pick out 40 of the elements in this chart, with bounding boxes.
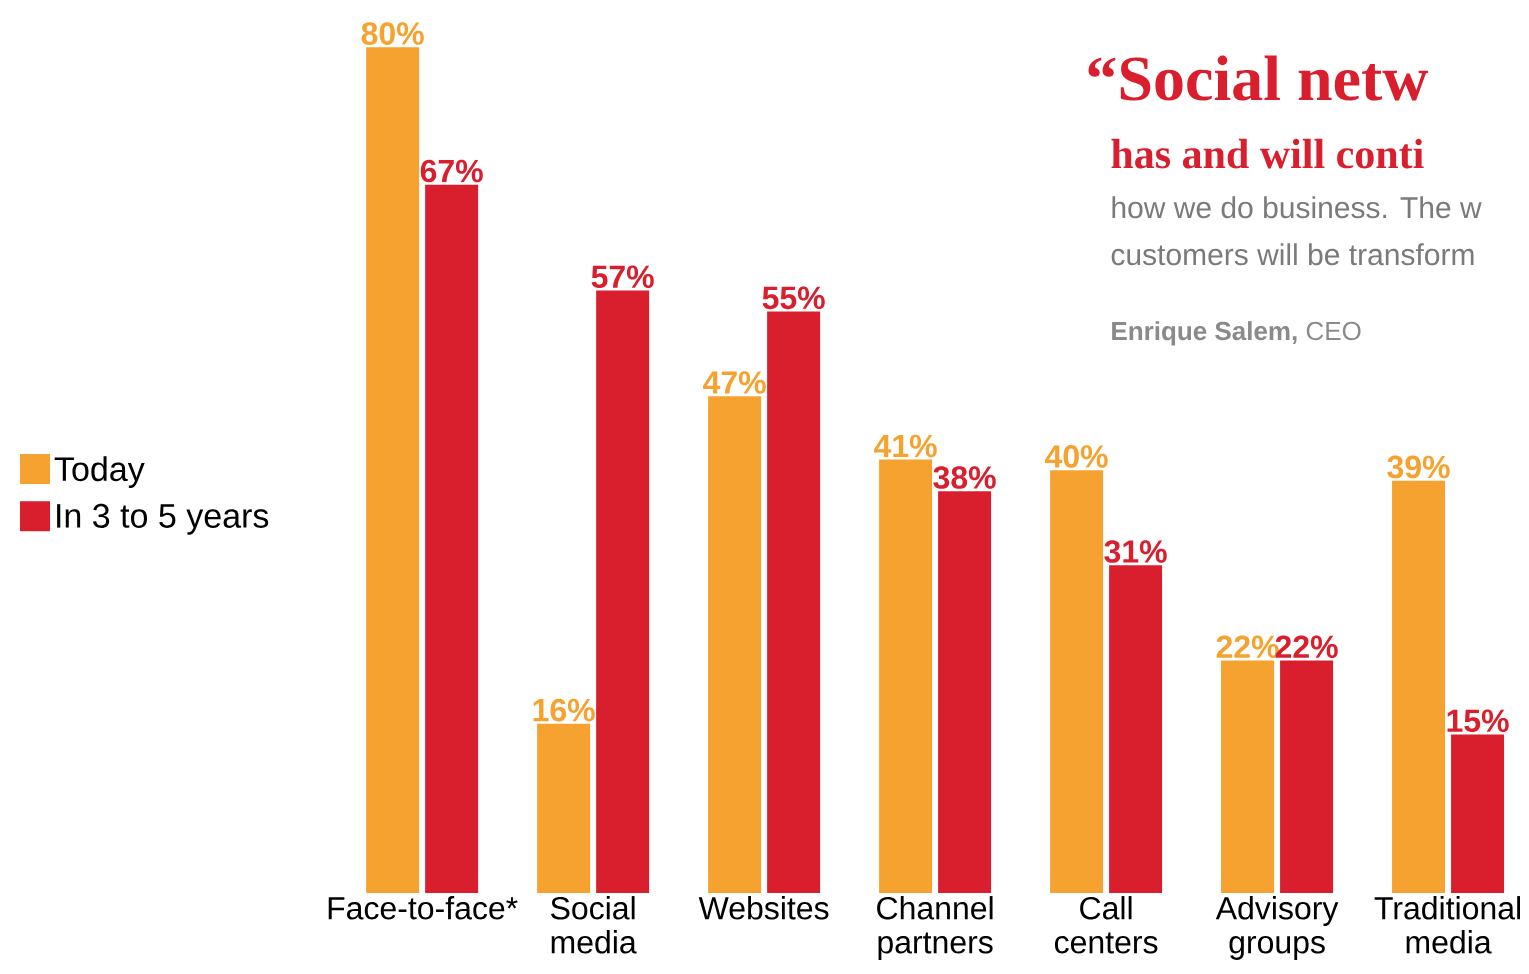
bar — [879, 459, 933, 893]
data-label: 47% — [703, 371, 766, 394]
x-tick-label: Websites — [698, 896, 829, 920]
data-label: 38% — [933, 466, 996, 489]
data-label: 31% — [1104, 540, 1167, 563]
annotation: “Social netw — [1088, 55, 1429, 101]
annotation: how we do business. The w — [1112, 196, 1482, 219]
data-label: 40% — [1045, 445, 1108, 468]
x-tick-label: Face-to-face* — [328, 896, 518, 920]
legend-label: Today — [54, 456, 145, 488]
data-label: 41% — [874, 434, 937, 458]
x-tick-label: Social media — [551, 896, 637, 954]
bar — [1050, 470, 1104, 893]
bar — [938, 491, 992, 893]
data-label: 39% — [1387, 455, 1450, 479]
data-label: 16% — [533, 698, 595, 722]
bar — [537, 723, 591, 893]
bar — [1280, 660, 1334, 893]
data-label: 67% — [420, 159, 483, 183]
x-tick-label: Call centers — [1054, 896, 1158, 954]
bar — [596, 290, 650, 893]
x-tick-label: Channel partners — [877, 896, 993, 960]
bar — [366, 47, 420, 893]
annotation: has and will conti — [1111, 138, 1424, 169]
bar — [1451, 734, 1505, 893]
data-label: 80% — [361, 22, 424, 45]
data-label: 55% — [762, 286, 825, 310]
bar — [1221, 660, 1275, 893]
x-tick-label: Advisory groups — [1215, 896, 1339, 960]
bar — [1109, 565, 1163, 893]
data-label: 15% — [1447, 709, 1509, 733]
bar — [1392, 480, 1446, 893]
bar — [767, 311, 821, 893]
annotation: customers will be transform — [1111, 243, 1474, 266]
data-label: 57% — [591, 265, 654, 289]
bar — [425, 184, 479, 893]
annotation: Enrique Salem, CEO — [1112, 321, 1361, 346]
bar — [708, 396, 762, 893]
x-tick-label: Traditional media — [1374, 896, 1520, 954]
legend-label: In 3 to 5 years — [57, 503, 269, 535]
